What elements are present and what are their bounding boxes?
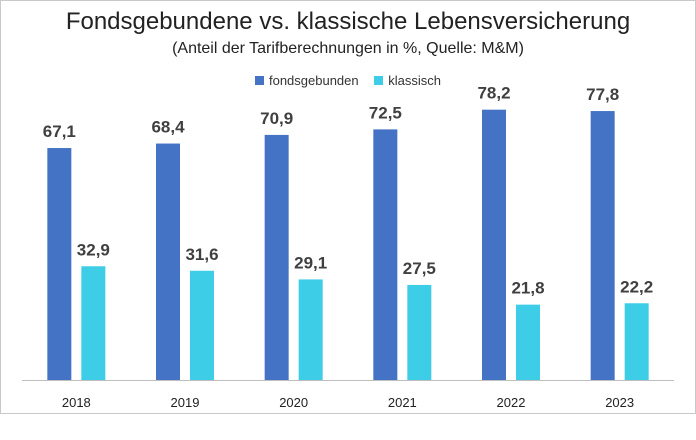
data-label-klassisch-2020: 29,1 (294, 253, 327, 272)
chart-title: Fondsgebundene vs. klassische Lebensvers… (65, 8, 631, 35)
x-tick-label-2021: 2021 (388, 395, 417, 410)
bar-fondsgebunden-2018 (47, 148, 72, 380)
bar-klassisch-2023 (624, 303, 649, 380)
bar-klassisch-2019 (190, 270, 214, 380)
bar-fondsgebunden-2023 (590, 111, 615, 380)
bar-fondsgebunden-2019 (156, 143, 180, 380)
legend-item-fondsgebunden: fondsgebunden (254, 73, 359, 88)
bar-klassisch-2018 (81, 266, 106, 380)
data-label-fondsgebunden-2021: 72,5 (369, 103, 402, 122)
chart-frame (0, 0, 696, 414)
data-label-fondsgebunden-2018: 67,1 (43, 122, 76, 141)
x-tick-label-2022: 2022 (497, 395, 526, 410)
legend-item-klassisch: klassisch (374, 73, 441, 88)
x-tick-label-2018: 2018 (62, 395, 91, 410)
data-label-klassisch-2019: 31,6 (185, 245, 218, 264)
data-label-fondsgebunden-2022: 78,2 (477, 84, 510, 103)
x-tick-label-2020: 2020 (279, 395, 308, 410)
legend-label-klassisch: klassisch (388, 73, 442, 88)
data-label-fondsgebunden-2019: 68,4 (151, 118, 185, 137)
chart-legend: fondsgebunden klassisch (0, 73, 696, 88)
data-label-klassisch-2018: 32,9 (77, 240, 110, 259)
legend-swatch-klassisch (374, 76, 384, 85)
bar-klassisch-2020 (298, 279, 323, 380)
legend-swatch-fondsgebunden (254, 76, 264, 85)
data-label-fondsgebunden-2023: 77,8 (586, 85, 619, 104)
data-label-fondsgebunden-2020: 70,9 (260, 109, 293, 128)
bar-klassisch-2021 (407, 284, 432, 380)
data-label-klassisch-2021: 27,5 (403, 259, 436, 278)
bar-fondsgebunden-2021 (373, 129, 398, 380)
x-tick-label-2019: 2019 (171, 395, 200, 410)
legend-label-fondsgebunden: fondsgebunden (268, 73, 359, 88)
data-label-klassisch-2022: 21,8 (511, 279, 544, 298)
chart-subtitle: (Anteil der Tarifberechnungen in %, Quel… (172, 40, 524, 57)
bar-fondsgebunden-2022 (482, 109, 506, 380)
bar-klassisch-2022 (516, 304, 540, 380)
data-label-klassisch-2023: 22,2 (620, 277, 653, 296)
bar-fondsgebunden-2020 (264, 134, 289, 380)
x-tick-label-2023: 2023 (605, 395, 634, 410)
